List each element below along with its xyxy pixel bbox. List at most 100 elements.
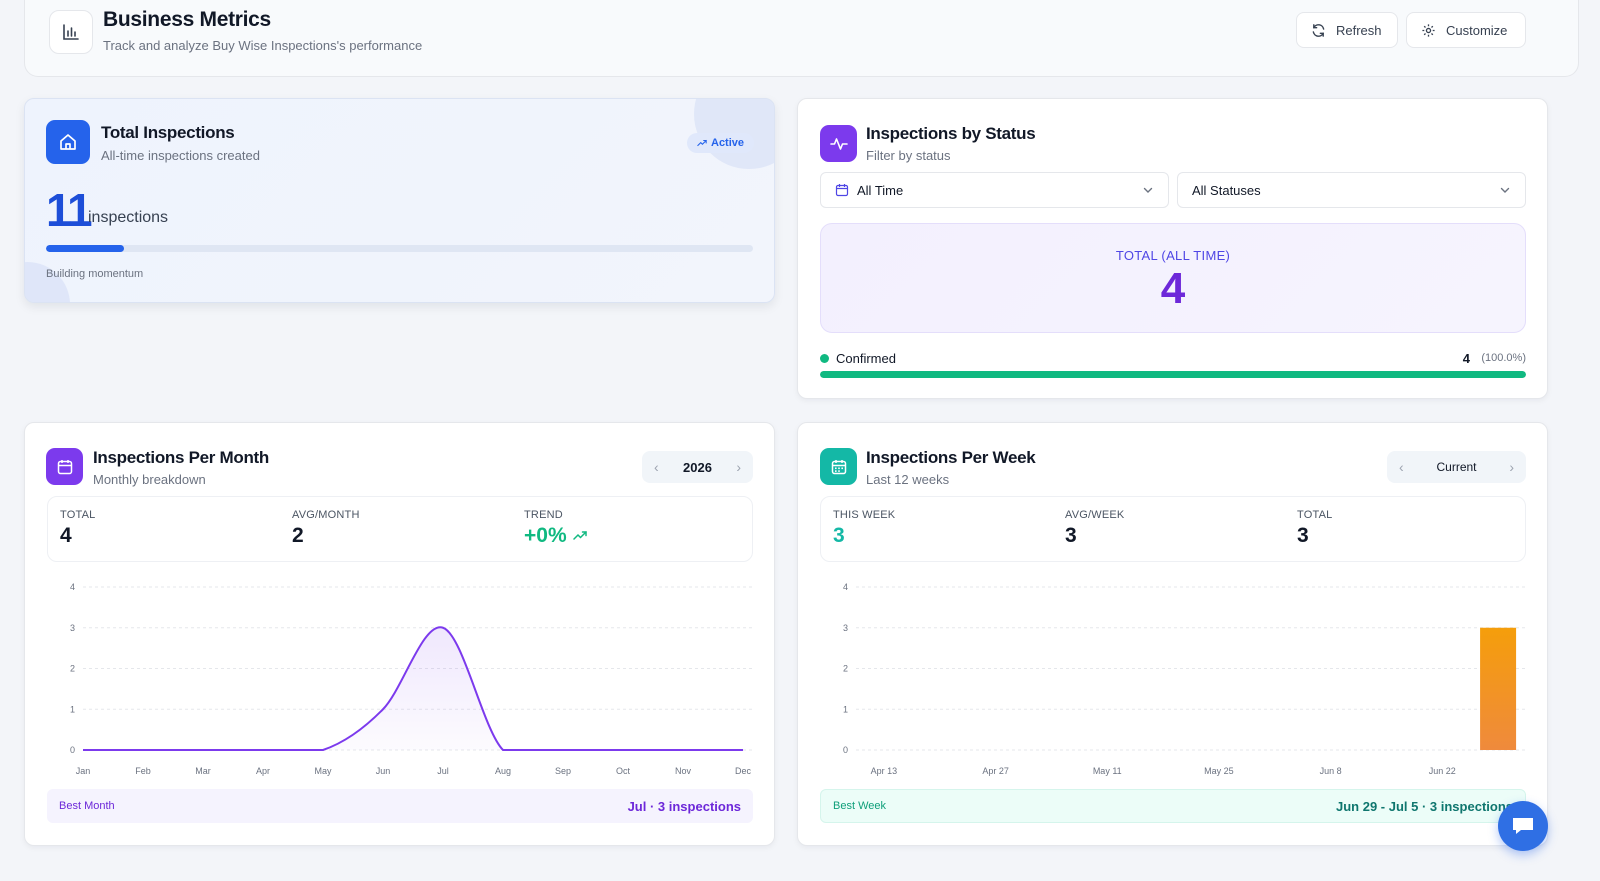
progress-caption: Building momentum: [46, 268, 144, 280]
progress-fill: [46, 245, 124, 252]
chevron-right-icon[interactable]: ›: [1509, 459, 1514, 475]
x-tick-label: Jun 8: [1320, 766, 1342, 776]
year-pager: ‹ 2026 ›: [642, 451, 753, 483]
x-tick-label: Feb: [135, 766, 151, 776]
bar: [1480, 627, 1517, 750]
status-filter-select[interactable]: All Statuses: [1177, 172, 1526, 208]
status-dot: [820, 354, 829, 363]
card-title: Inspections Per Month: [93, 448, 269, 467]
stat-label: TOTAL: [60, 509, 96, 521]
best-week-label: Best Week: [833, 800, 886, 812]
stat-label: TOTAL: [1297, 509, 1333, 521]
month-stats: TOTAL 4 AVG/MONTH 2 TREND +0%: [47, 496, 753, 562]
x-tick-label: Oct: [616, 766, 631, 776]
y-tick-label: 0: [843, 745, 848, 755]
best-week-value: Jun 29 - Jul 5 · 3 inspections: [1336, 798, 1513, 814]
x-tick-label: Apr: [256, 766, 270, 776]
stat-value: +0%: [524, 524, 567, 547]
page-title: Business Metrics: [103, 8, 271, 31]
stat-avg-month: AVG/MONTH 2: [292, 509, 360, 548]
trending-up-icon: [697, 139, 707, 147]
y-tick-label: 4: [70, 582, 75, 592]
status-bar: [820, 371, 1526, 378]
series-line: [82, 626, 743, 751]
bar-chart-icon: [49, 10, 93, 54]
refresh-label: Refresh: [1336, 22, 1382, 38]
chevron-down-icon: [1500, 187, 1510, 193]
status-label: Confirmed: [836, 351, 896, 366]
refresh-button[interactable]: Refresh: [1296, 12, 1398, 48]
time-filter-select[interactable]: All Time: [820, 172, 1169, 208]
status-total-box: TOTAL (ALL TIME) 4: [820, 223, 1526, 333]
status-filter-value: All Statuses: [1192, 182, 1261, 198]
stat-label: AVG/MONTH: [292, 509, 360, 521]
page-subtitle: Track and analyze Buy Wise Inspections's…: [103, 38, 423, 53]
best-week-box: Best Week Jun 29 - Jul 5 · 3 inspections: [820, 789, 1526, 823]
status-total-value: 4: [1160, 264, 1186, 313]
stat-value: 3: [833, 524, 845, 547]
gear-icon: [1422, 23, 1435, 37]
trending-up-icon: [572, 531, 587, 540]
y-tick-label: 2: [843, 664, 848, 674]
stat-label: AVG/WEEK: [1065, 509, 1125, 521]
home-icon: [46, 120, 90, 164]
status-percent: (100.0%): [1481, 352, 1526, 364]
customize-button[interactable]: Customize: [1406, 12, 1526, 48]
stat-trend: TREND +0%: [524, 509, 587, 548]
y-tick-label: 1: [70, 704, 75, 714]
x-tick-label: May 25: [1204, 766, 1234, 776]
monthly-line-chart: 0 1 2 3 4 Jan Feb Mar Apr May Jun Jul Aug Sep Oct Nov De…: [70, 582, 753, 776]
chevron-left-icon[interactable]: ‹: [1399, 459, 1404, 475]
stat-this-week: THIS WEEK 3: [833, 509, 895, 548]
x-tick-label: Apr 13: [871, 766, 898, 776]
calendar-icon: [46, 448, 83, 485]
stat-label: TREND: [524, 509, 563, 521]
series-area: [83, 627, 743, 750]
x-tick-label: Nov: [675, 766, 692, 776]
stat-value: 3: [1065, 524, 1077, 547]
chat-icon: [1513, 818, 1533, 834]
x-tick-label: Jul: [437, 766, 449, 776]
stat-trend-value-wrap: +0%: [524, 524, 587, 548]
status-count: 4: [1462, 351, 1470, 366]
inspections-per-week-card: Inspections Per Week Last 12 weeks ‹ Cur…: [797, 422, 1548, 846]
stat-label: THIS WEEK: [833, 509, 896, 521]
weekly-bar-chart: 0 1 2 3 4 Apr 13 Apr 27 May 11 May 25 Jun 8 Jun 22: [843, 582, 1526, 776]
week-stats: THIS WEEK 3 AVG/WEEK 3 TOTAL 3: [820, 496, 1526, 562]
best-month-value: Jul · 3 inspections: [627, 798, 741, 814]
chevron-down-icon: [1143, 187, 1153, 193]
page-header: Business Metrics Track and analyze Buy W…: [24, 0, 1579, 77]
activity-icon: [820, 125, 857, 162]
progress-bar: [46, 245, 753, 252]
status-badge: Active: [687, 133, 755, 153]
y-tick-label: 0: [70, 745, 75, 755]
customize-label: Customize: [1446, 22, 1508, 38]
chat-launcher-button[interactable]: [1498, 801, 1548, 851]
y-tick-label: 1: [843, 704, 848, 714]
status-bar-fill: [820, 371, 1526, 378]
total-unit: inspections: [88, 209, 169, 226]
x-tick-label: Jan: [76, 766, 91, 776]
card-subtitle: Last 12 weeks: [866, 472, 950, 487]
status-row-confirmed: Confirmed 4 (100.0%): [820, 350, 1526, 366]
chevron-left-icon[interactable]: ‹: [654, 459, 659, 475]
week-pager: ‹ Current ›: [1387, 451, 1526, 483]
x-tick-label: Apr 27: [982, 766, 1009, 776]
x-tick-label: Jun 22: [1429, 766, 1456, 776]
card-title: Inspections Per Week: [866, 448, 1036, 467]
inspections-per-month-card: Inspections Per Month Monthly breakdown …: [24, 422, 775, 846]
stat-value: 3: [1297, 524, 1309, 547]
time-filter-value: All Time: [857, 182, 904, 198]
best-month-box: Best Month Jul · 3 inspections: [47, 789, 753, 823]
calendar-grid-icon: [820, 448, 857, 485]
period-label: Current: [1436, 460, 1477, 474]
status-total-label: TOTAL (ALL TIME): [1115, 248, 1231, 263]
chevron-right-icon[interactable]: ›: [736, 459, 741, 475]
inspections-by-status-card: Inspections by Status Filter by status A…: [797, 98, 1548, 399]
x-tick-label: Mar: [195, 766, 211, 776]
stat-avg-week: AVG/WEEK 3: [1065, 509, 1124, 548]
card-title: Inspections by Status: [866, 124, 1036, 143]
card-subtitle: Monthly breakdown: [93, 472, 206, 487]
x-tick-label: Aug: [495, 766, 511, 776]
